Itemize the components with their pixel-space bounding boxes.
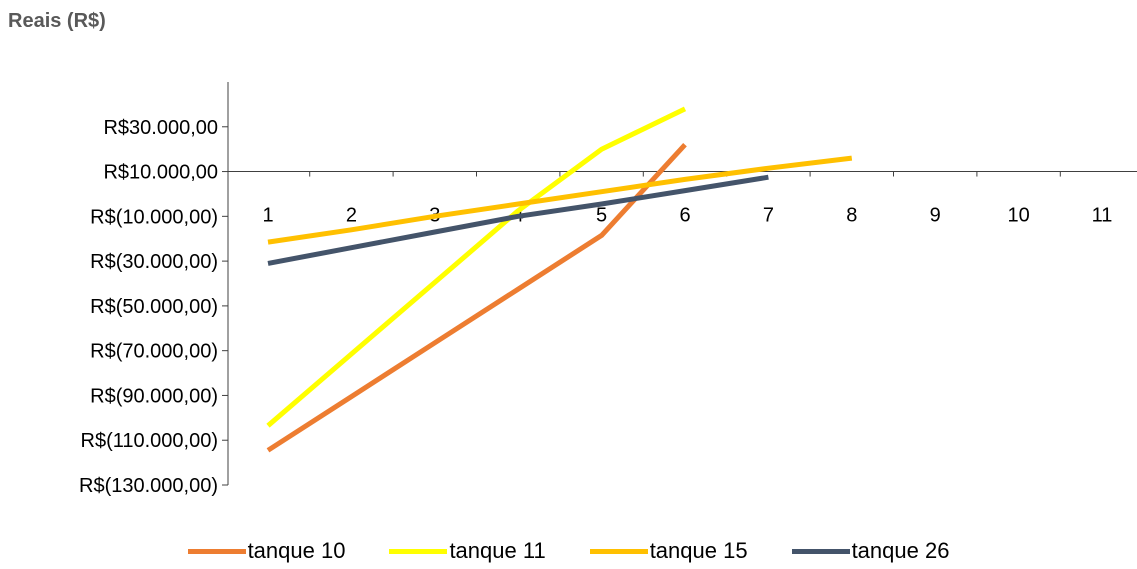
x-tick-label: 11 — [1092, 205, 1113, 227]
y-tick-label: R$(10.000,00) — [90, 206, 218, 228]
y-tick-label: R$(110.000,00) — [81, 430, 219, 452]
y-tick-label: R$(90.000,00) — [90, 385, 218, 407]
legend-item: tanque 26 — [791, 538, 950, 564]
series-line — [266, 143, 687, 453]
y-tick-label: R$10.000,00 — [103, 162, 218, 184]
series-line — [266, 106, 687, 428]
y-tick-label: R$(130.000,00) — [79, 475, 218, 497]
legend-swatch — [389, 548, 448, 554]
x-tick-label: 7 — [763, 205, 774, 227]
x-tick-label: 5 — [596, 205, 607, 227]
legend-label: tanque 11 — [449, 538, 546, 563]
legend-item: tanque 11 — [389, 538, 546, 564]
x-tick-label: 8 — [846, 205, 857, 227]
legend-swatch — [589, 548, 648, 554]
legend-item: tanque 15 — [589, 538, 748, 564]
legend-label: tanque 10 — [247, 538, 346, 563]
x-tick-label: 9 — [930, 205, 941, 227]
y-tick-label: R$(30.000,00) — [90, 251, 218, 273]
legend-label: tanque 26 — [851, 538, 950, 563]
series-line — [267, 155, 853, 245]
legend-item: tanque 10 — [187, 538, 346, 564]
x-tick-label: 1 — [262, 205, 273, 227]
legend-label: tanque 15 — [649, 538, 748, 563]
y-tick-label: R$(50.000,00) — [90, 296, 218, 318]
x-tick-label: 10 — [1007, 205, 1029, 227]
y-tick-label: R$(70.000,00) — [90, 341, 218, 363]
legend-swatch — [791, 548, 850, 554]
series-line — [267, 174, 769, 266]
legend-swatch — [187, 548, 246, 554]
chart-legend: tanque 10 tanque 11 tanque 15 tanque 26 — [0, 538, 1137, 564]
y-axis-title: Reais (R$) — [8, 10, 106, 32]
x-tick-label: 6 — [679, 205, 690, 227]
x-tick-label: 2 — [346, 205, 357, 227]
y-tick-label: R$30.000,00 — [103, 117, 218, 139]
line-chart: R$30.000,00 R$10.000,00 R$(10.000,00) R$(30… — [79, 82, 1137, 497]
